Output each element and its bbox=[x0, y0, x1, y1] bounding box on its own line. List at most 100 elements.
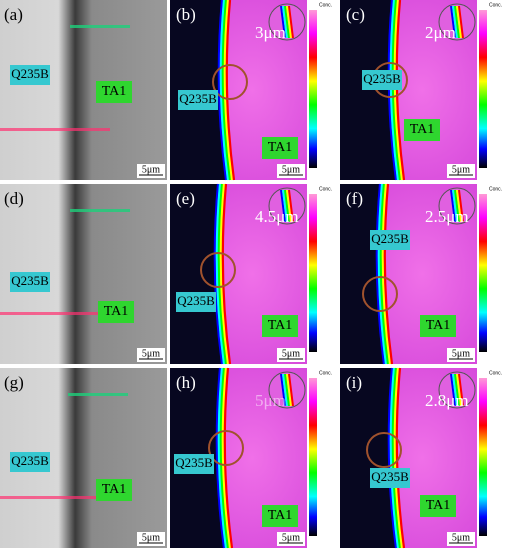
label-box bbox=[98, 301, 134, 323]
panel: (d) Q235B TA1 5μm bbox=[0, 184, 167, 364]
material-label: TA1 bbox=[102, 84, 127, 99]
inset-band bbox=[280, 189, 286, 223]
panel-label: (g) bbox=[4, 373, 24, 392]
label-box bbox=[178, 90, 218, 110]
interface-band bbox=[219, 183, 230, 365]
label-box bbox=[404, 119, 440, 141]
inset-band bbox=[288, 373, 294, 407]
scale-label: 5μm bbox=[282, 532, 300, 543]
interface-band bbox=[219, 0, 230, 181]
inset-band bbox=[450, 5, 456, 39]
material-label: TA1 bbox=[268, 140, 293, 155]
interface-band bbox=[215, 367, 226, 549]
stripe bbox=[68, 393, 128, 396]
interface-band bbox=[389, 367, 400, 549]
panel-label: (c) bbox=[346, 5, 365, 24]
scale-label: 5μm bbox=[452, 348, 470, 359]
panel-label: (e) bbox=[176, 189, 195, 208]
interface-band bbox=[221, 183, 232, 365]
colorbar bbox=[479, 194, 487, 352]
scale-label: 5μm bbox=[452, 164, 470, 175]
material-label: Q235B bbox=[371, 231, 409, 246]
interface-band bbox=[383, 183, 394, 365]
inset-band bbox=[452, 189, 458, 223]
inset-band bbox=[282, 5, 288, 39]
thickness-label: 5μm bbox=[255, 391, 286, 410]
label-box bbox=[370, 230, 410, 250]
inset-band bbox=[288, 5, 294, 39]
panel: (g) Q235B TA1 5μm bbox=[0, 368, 167, 548]
inset-band bbox=[280, 5, 286, 39]
inset-band bbox=[288, 189, 294, 223]
inset-band bbox=[284, 5, 290, 39]
label-box bbox=[96, 479, 132, 501]
panel: Conc. 2.5μm (f) Q235B TA1 5μm bbox=[340, 183, 507, 365]
inset-band bbox=[452, 373, 458, 407]
label-box bbox=[176, 292, 216, 312]
inset-band bbox=[286, 5, 292, 39]
panel-label: (f) bbox=[346, 189, 363, 208]
inset-band bbox=[452, 5, 458, 39]
highlight-ring bbox=[200, 252, 236, 288]
interface-band bbox=[379, 183, 390, 365]
material-label: TA1 bbox=[268, 508, 293, 523]
label-box bbox=[420, 315, 456, 337]
inset-band bbox=[450, 373, 456, 407]
label-box bbox=[96, 81, 132, 103]
interface-band bbox=[217, 367, 228, 549]
colorbar bbox=[309, 194, 317, 352]
panel: Conc. 5μm (h) Q235B TA1 5μm bbox=[170, 367, 337, 549]
colorbar-title: Conc. bbox=[319, 186, 332, 192]
inset-band bbox=[286, 189, 292, 223]
material-label: TA1 bbox=[268, 318, 293, 333]
label-box bbox=[10, 272, 50, 292]
inset-band bbox=[456, 189, 462, 223]
interface-band bbox=[217, 0, 228, 181]
stripe bbox=[70, 25, 130, 28]
panel: Conc. 2μm (c) Q235B TA1 5μm bbox=[340, 0, 507, 181]
material-label: Q235B bbox=[179, 91, 217, 106]
label-box bbox=[174, 454, 214, 474]
material-label: TA1 bbox=[426, 318, 451, 333]
material-label: TA1 bbox=[104, 304, 129, 319]
interface-band bbox=[215, 183, 226, 365]
inset-band bbox=[284, 373, 290, 407]
material-label: TA1 bbox=[102, 482, 127, 497]
thickness-label: 3μm bbox=[255, 23, 286, 42]
label-box bbox=[262, 137, 298, 159]
inset-band bbox=[458, 373, 464, 407]
interface-band bbox=[391, 367, 402, 549]
scale-label: 5μm bbox=[142, 532, 160, 543]
interface-band bbox=[393, 367, 404, 549]
inset-band bbox=[458, 189, 464, 223]
panel: Conc. 3μm (b) Q235B TA1 5μm bbox=[170, 0, 337, 181]
colorbar bbox=[479, 378, 487, 536]
label-box bbox=[262, 315, 298, 337]
scale-label: 5μm bbox=[282, 164, 300, 175]
highlight-ring bbox=[366, 432, 402, 468]
interface-band bbox=[213, 183, 224, 365]
colorbar bbox=[309, 378, 317, 536]
panel-label: (a) bbox=[4, 5, 23, 24]
interface-band bbox=[217, 183, 228, 365]
colorbar-title: Conc. bbox=[489, 2, 502, 8]
highlight-ring bbox=[362, 276, 398, 312]
panel: (a) Q235B TA1 5μm bbox=[0, 0, 167, 180]
interface-band bbox=[395, 367, 406, 549]
inset-band bbox=[284, 189, 290, 223]
panel: Conc. 2.8μm (i) Q235B TA1 5μm bbox=[340, 367, 507, 549]
thickness-label: 2.8μm bbox=[425, 391, 469, 410]
label-box bbox=[362, 70, 402, 90]
interface-band bbox=[221, 367, 232, 549]
inset-band bbox=[454, 373, 460, 407]
inset-band bbox=[456, 5, 462, 39]
stripe bbox=[70, 209, 130, 212]
label-box bbox=[420, 495, 456, 517]
thickness-label: 4.5μm bbox=[255, 207, 299, 226]
colorbar-title: Conc. bbox=[489, 186, 502, 192]
highlight-ring bbox=[212, 64, 248, 100]
inset-band bbox=[456, 373, 462, 407]
inset-band bbox=[454, 5, 460, 39]
stripe bbox=[0, 312, 110, 315]
panel-label: (i) bbox=[346, 373, 362, 392]
